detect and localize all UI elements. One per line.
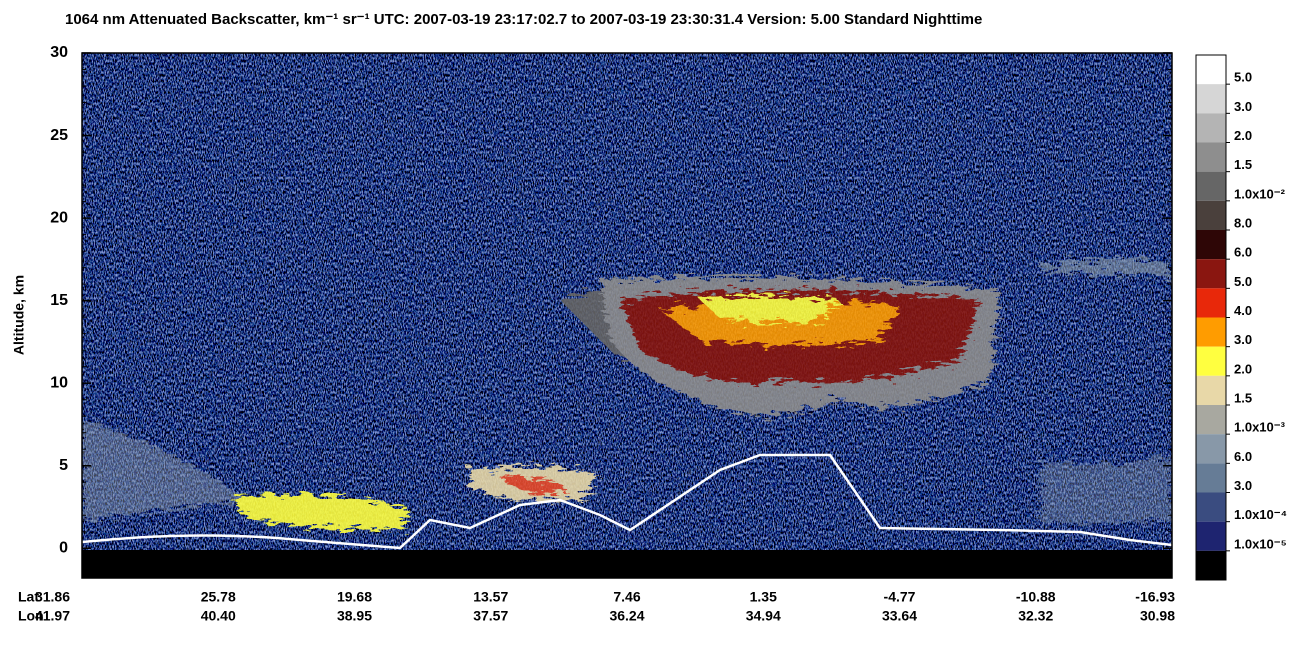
x-tick-label: 37.57 [473,608,508,624]
colorbar-swatch [1196,200,1226,230]
x-tick-label: 13.57 [473,589,508,605]
colorbar-label: 4.0 [1234,303,1252,318]
colorbar-label: 1.0x10⁻⁴ [1234,507,1287,522]
colorbar-swatch [1196,550,1226,580]
x-tick-label: 1.35 [750,589,777,605]
colorbar-swatch [1196,521,1226,551]
x-tick-label: 38.95 [337,608,372,624]
colorbar-swatch [1196,317,1226,347]
colorbar-label: 1.0x10⁻² [1234,186,1286,201]
y-tick-label: 15 [50,292,68,309]
colorbar: 5.0 3.0 2.0 1.5 1.0x10⁻² 8.0 6.0 5.0 4.0 3.0 2.0 1.… [1195,54,1287,581]
colorbar-swatch [1196,346,1226,376]
x-tick-label: -10.88 [1016,589,1056,605]
colorbar-label: 1.0x10⁻³ [1234,420,1286,435]
colorbar-label: 3.0 [1234,332,1252,347]
colorbar-swatch [1196,171,1226,201]
colorbar-swatch [1196,463,1226,493]
x-tick-label: 36.24 [609,608,644,624]
colorbar-swatch [1196,55,1226,85]
y-tick-label: 10 [50,374,68,391]
colorbar-swatch [1196,113,1226,143]
colorbar-swatch [1196,230,1226,260]
colorbar-swatch [1196,259,1226,289]
y-tick-label: 30 [50,44,68,61]
y-tick-label: 5 [59,457,68,474]
colorbar-label: 5.0 [1234,70,1252,85]
x-tick-label: 34.94 [746,608,781,624]
colorbar-label: 3.0 [1234,478,1252,493]
x-row-name: Lon [18,608,44,624]
colorbar-label: 1.5 [1234,157,1252,172]
colorbar-swatch [1196,492,1226,522]
x-tick-label: -16.93 [1135,589,1175,605]
colorbar-swatch [1196,375,1226,405]
plot-frame [81,52,1173,579]
x-row-name: Lat [18,589,39,605]
x-tick-label: 33.64 [882,608,917,624]
x-tick-label: 30.98 [1140,608,1175,624]
colorbar-label: 3.0 [1234,99,1252,114]
colorbar-label: 1.0x10⁻⁵ [1234,536,1287,551]
colorbar-label: 8.0 [1234,215,1252,230]
colorbar-label: 2.0 [1234,128,1252,143]
x-tick-label: 40.40 [201,608,236,624]
colorbar-swatch [1196,142,1226,172]
x-tick-label: 32.32 [1018,608,1053,624]
colorbar-swatch [1196,288,1226,318]
x-tick-label: 41.97 [35,608,70,624]
y-tick-label: 25 [50,127,68,144]
x-tick-label: 19.68 [337,589,372,605]
colorbar-label: 6.0 [1234,449,1252,464]
colorbar-label: 2.0 [1234,361,1252,376]
colorbar-label: 6.0 [1234,245,1252,260]
y-axis-label: Altitude, km [11,275,27,355]
backscatter-image [82,53,1172,578]
y-tick-label: 20 [50,209,68,226]
y-tick-label: 0 [59,540,68,557]
x-tick-label: 7.46 [613,589,640,605]
chart-title: 1064 nm Attenuated Backscatter, km⁻¹ sr⁻… [65,11,982,28]
x-tick-label: 31.86 [35,589,70,605]
colorbar-swatch [1196,405,1226,435]
x-tick-label: 25.78 [201,589,236,605]
colorbar-label: 1.5 [1234,390,1252,405]
colorbar-swatch [1196,434,1226,464]
colorbar-label: 5.0 [1234,274,1252,289]
colorbar-swatch [1196,84,1226,114]
x-tick-label: -4.77 [884,589,916,605]
